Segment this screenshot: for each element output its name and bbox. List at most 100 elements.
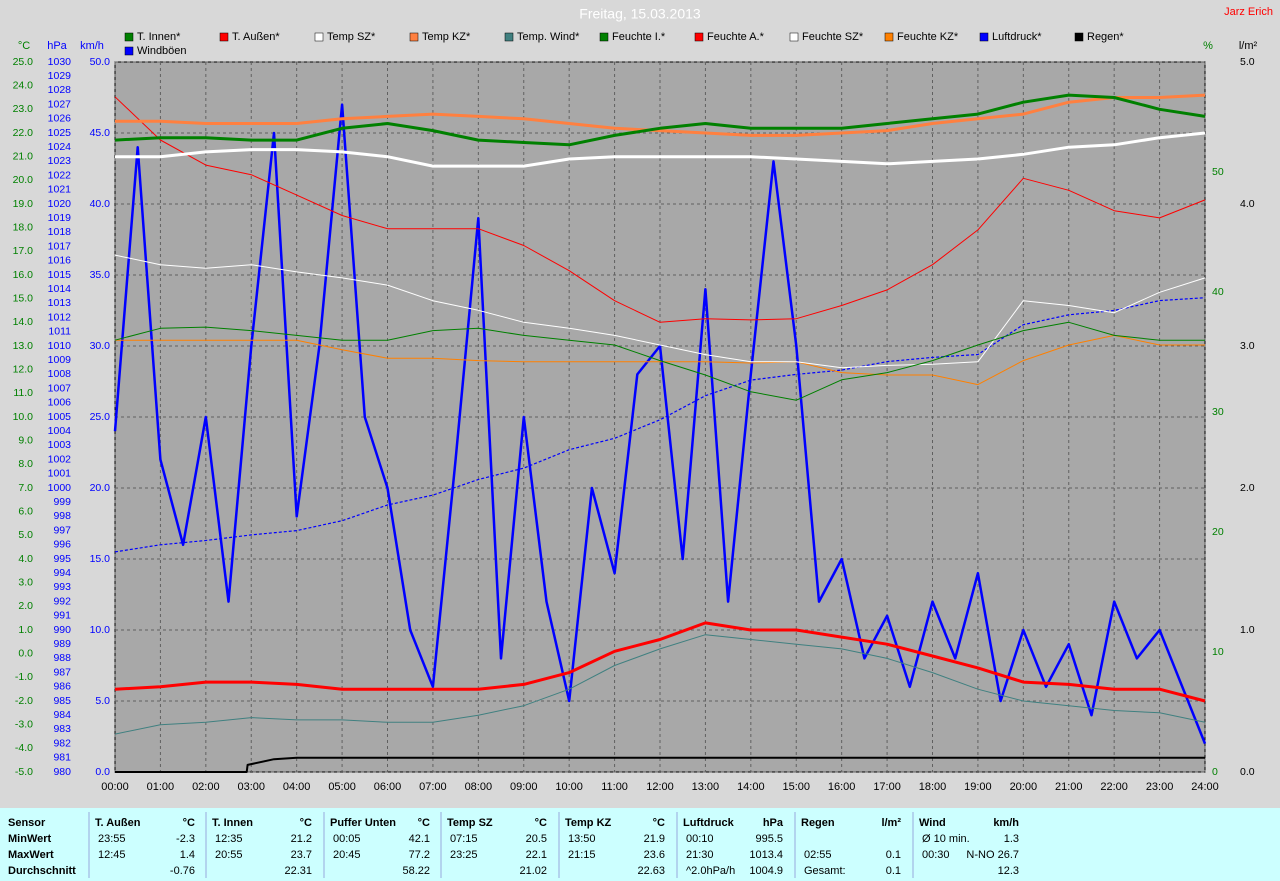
y-tick-label: 1014 — [48, 283, 72, 295]
legend-swatch — [694, 32, 704, 42]
series-line — [114, 96, 1206, 323]
x-tick-label: 19:00 — [964, 781, 992, 793]
y-tick-label: 981 — [53, 752, 71, 764]
y-tick-label: 994 — [53, 567, 71, 579]
y-tick-label: 1016 — [48, 255, 72, 267]
x-tick-label: 20:00 — [1010, 781, 1038, 793]
column-header: T. Außen — [95, 817, 141, 829]
x-tick-label: 23:00 — [1146, 781, 1174, 793]
y-tick-label: 19.0 — [13, 198, 34, 210]
stat-time: 21:15 — [568, 849, 596, 861]
legend-swatch — [789, 32, 799, 42]
stat-value: N-NO 26.7 — [966, 849, 1019, 861]
stat-value: 12.3 — [998, 865, 1019, 877]
series-line — [115, 93, 1206, 137]
series-line — [115, 334, 1205, 386]
series-line — [113, 103, 1207, 745]
stat-time: 12:35 — [215, 833, 243, 845]
legend-swatch — [124, 46, 134, 56]
y-tick-label: 1004 — [48, 425, 72, 437]
y-tick-label: 995 — [53, 553, 71, 565]
y-tick-label: 24.0 — [13, 79, 34, 91]
y-tick-label: 990 — [53, 624, 71, 636]
y-tick-label: 8.0 — [18, 458, 33, 470]
column-unit: °C — [653, 817, 665, 829]
row-label: MaxWert — [8, 849, 54, 861]
stat-value: 22.31 — [284, 865, 312, 877]
y-tick-label: 1000 — [48, 482, 72, 494]
column-unit: hPa — [763, 817, 784, 829]
legend-label: Feuchte SZ* — [802, 31, 864, 43]
y-tick-label: 18.0 — [13, 221, 34, 233]
y-tick-label: 1026 — [48, 113, 72, 125]
y-tick-label: 987 — [53, 666, 71, 678]
row-label: Durchschnitt — [8, 865, 76, 877]
legend-label: Temp KZ* — [422, 31, 471, 43]
legend-swatch — [504, 32, 514, 42]
stat-value: 21.2 — [291, 833, 312, 845]
column-unit: km/h — [993, 817, 1019, 829]
stat-time: 20:45 — [333, 849, 361, 861]
legend-swatch — [979, 32, 989, 42]
stat-time: 00:10 — [686, 833, 714, 845]
y-tick-label: 2.0 — [18, 600, 33, 612]
x-tick-label: 04:00 — [283, 781, 311, 793]
y-tick-label: 25.0 — [90, 411, 111, 423]
y-tick-label: 986 — [53, 681, 71, 693]
y-tick-label: -1.0 — [15, 671, 33, 683]
y-tick-label: 15.0 — [90, 553, 111, 565]
axis-label: km/h — [80, 40, 104, 52]
axis-label: % — [1203, 40, 1213, 52]
y-tick-label: 1001 — [48, 468, 72, 480]
y-tick-label: 993 — [53, 581, 71, 593]
y-tick-label: 23.0 — [13, 103, 34, 115]
x-tick-label: 02:00 — [192, 781, 220, 793]
y-tick-label: 13.0 — [13, 340, 34, 352]
x-tick-label: 14:00 — [737, 781, 765, 793]
y-tick-label: 21.0 — [13, 150, 34, 162]
column-unit: °C — [535, 817, 547, 829]
axis-label: l/m² — [1239, 40, 1258, 52]
legend-label: Luftdruck* — [992, 31, 1042, 43]
y-tick-label: 998 — [53, 510, 71, 522]
x-tick-label: 00:00 — [101, 781, 129, 793]
y-tick-label: 1011 — [48, 326, 71, 338]
stat-time: Ø 10 min. — [922, 833, 970, 845]
y-tick-label: 12.0 — [13, 363, 34, 375]
y-tick-label: 1030 — [48, 56, 72, 68]
x-tick-label: 05:00 — [328, 781, 356, 793]
legend-swatch — [314, 32, 324, 42]
series-line — [114, 634, 1206, 735]
stat-value: 1.4 — [180, 849, 195, 861]
x-tick-label: 08:00 — [465, 781, 493, 793]
stat-value: 1013.4 — [749, 849, 783, 861]
column-header: Luftdruck — [683, 817, 735, 829]
y-tick-label: 1021 — [48, 184, 72, 196]
y-tick-label: 1029 — [48, 70, 72, 82]
y-tick-label: 997 — [53, 524, 71, 536]
series-line — [114, 297, 1206, 553]
stat-value: 22.1 — [526, 849, 547, 861]
y-tick-label: 40.0 — [90, 198, 111, 210]
x-tick-label: 13:00 — [692, 781, 720, 793]
y-tick-label: 1002 — [48, 453, 72, 465]
y-tick-label: 30 — [1212, 406, 1224, 418]
x-tick-label: 01:00 — [147, 781, 175, 793]
legend-swatch — [219, 32, 229, 42]
stat-value: -2.3 — [176, 833, 195, 845]
stat-time: Gesamt: — [804, 865, 846, 877]
stat-time: 07:15 — [450, 833, 478, 845]
y-tick-label: 5.0 — [95, 695, 110, 707]
y-tick-label: 20.0 — [90, 482, 111, 494]
y-tick-label: 45.0 — [90, 127, 111, 139]
stat-value: 22.63 — [637, 865, 665, 877]
stat-time: 00:30 — [922, 849, 950, 861]
series-line — [114, 321, 1205, 401]
y-tick-label: 1009 — [48, 354, 72, 366]
stat-value: 42.1 — [409, 833, 430, 845]
series-line — [114, 93, 1206, 147]
x-tick-label: 07:00 — [419, 781, 447, 793]
stat-value: 23.6 — [644, 849, 665, 861]
y-tick-label: 1006 — [48, 397, 72, 409]
y-tick-label: 1005 — [48, 411, 72, 423]
